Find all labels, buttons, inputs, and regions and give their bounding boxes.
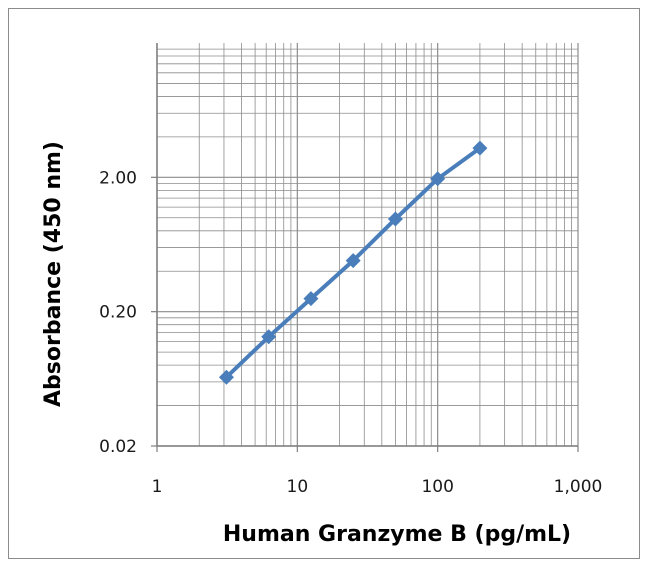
data-point: [261, 329, 277, 345]
chart-frame: [8, 8, 640, 559]
data-point: [430, 171, 446, 187]
data-point: [472, 140, 488, 156]
x-axis-title: Human Granzyme B (pg/mL): [223, 522, 571, 547]
y-axis-title: Absorbance (450 nm): [41, 141, 66, 407]
data-point: [345, 253, 361, 269]
x-tick-label: 100: [421, 477, 453, 497]
tick-labels: 1 10 100 1,000 0.02 0.20 2.00: [99, 168, 602, 497]
x-tick-label: 1,000: [554, 477, 603, 497]
y-tick-label: 0.20: [99, 303, 137, 323]
y-tick-label: 0.02: [99, 437, 137, 457]
data-point: [218, 369, 234, 385]
y-tick-label: 2.00: [99, 168, 137, 188]
grid: [151, 43, 579, 452]
series-layer: [218, 140, 488, 385]
x-tick-label: 10: [287, 477, 309, 497]
x-tick-label: 1: [152, 477, 163, 497]
data-point: [303, 291, 319, 307]
data-point: [387, 211, 403, 227]
